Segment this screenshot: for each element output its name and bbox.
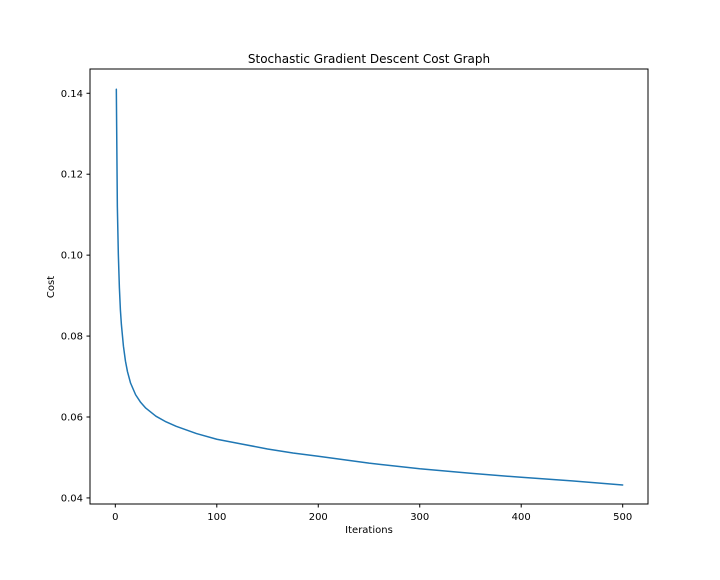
y-tick-label: 0.04 bbox=[61, 493, 83, 504]
y-tick-label: 0.12 bbox=[61, 170, 83, 181]
y-tick-label: 0.10 bbox=[61, 251, 83, 262]
x-tick-label: 100 bbox=[207, 512, 226, 523]
x-tick-label: 500 bbox=[613, 512, 632, 523]
y-tick-label: 0.08 bbox=[61, 332, 83, 343]
x-axis-label: Iterations bbox=[345, 525, 393, 536]
y-tick-label: 0.14 bbox=[61, 89, 83, 100]
y-axis-label: Cost bbox=[46, 276, 57, 298]
x-tick-label: 400 bbox=[512, 512, 531, 523]
x-axis-ticks: 0 100 200 300 400 500 bbox=[112, 504, 632, 523]
x-tick-label: 0 bbox=[112, 512, 118, 523]
x-tick-label: 300 bbox=[410, 512, 429, 523]
x-tick-label: 200 bbox=[309, 512, 328, 523]
plot-frame bbox=[89, 68, 649, 505]
cost-series-line bbox=[115, 88, 624, 486]
y-tick-label: 0.06 bbox=[61, 413, 83, 424]
chart-title: Stochastic Gradient Descent Cost Graph bbox=[248, 52, 490, 66]
y-axis-ticks: 0.04 0.06 0.08 0.10 0.12 0.14 bbox=[61, 89, 90, 504]
series-layer bbox=[115, 88, 624, 486]
